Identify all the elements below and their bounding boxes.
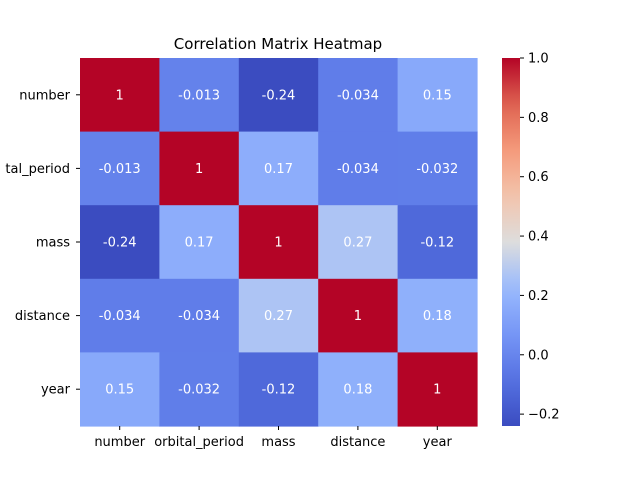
- heatmap-cell-distance-distance: [318, 278, 399, 353]
- x-tick-label: number: [94, 435, 145, 450]
- y-tick-label: mass: [36, 236, 70, 251]
- colorbar-tick-label: 0.6: [528, 170, 549, 185]
- x-tick-label: distance: [330, 435, 385, 450]
- cell-value-label: -0.032: [178, 383, 220, 398]
- colorbar-tick-label: 0.0: [528, 348, 549, 363]
- heatmap-cell-number-distance: [318, 58, 399, 133]
- colorbar-tick-label: 0.2: [528, 289, 549, 304]
- heatmap-cell-year-number: [80, 352, 160, 427]
- colorbar-tick-label: 0.8: [528, 111, 549, 126]
- heatmap-cell-number-mass: [238, 58, 319, 133]
- cell-value-label: 1: [195, 162, 203, 177]
- heatmap-cell-year-orbital_period: [159, 352, 240, 427]
- y-tick-label: year: [41, 383, 71, 398]
- cell-value-label: -0.034: [99, 309, 141, 324]
- y-tick-label: distance: [15, 309, 70, 324]
- heatmap-cell-distance-number: [80, 278, 160, 353]
- y-tick-label: number: [19, 88, 70, 103]
- colorbar-tick-label: −0.2: [528, 408, 560, 423]
- heatmap-cell-distance-mass: [238, 278, 319, 353]
- heatmap-cell-mass-number: [80, 205, 160, 280]
- cell-value-label: 0.27: [343, 236, 372, 251]
- heatmap-cell-mass-year: [397, 205, 478, 280]
- x-tick-label: year: [423, 435, 453, 450]
- cell-value-labels: 1 -0.013 -0.24 -0.034 0.15 -0.013 1 0.17 -0.034 -…: [99, 88, 459, 397]
- cell-value-label: 0.17: [264, 162, 293, 177]
- x-tick-label: mass: [261, 435, 295, 450]
- cell-value-label: -0.034: [337, 162, 379, 177]
- cell-value-label: -0.034: [178, 309, 220, 324]
- heatmap-cell-orbital_period-mass: [238, 131, 319, 206]
- cell-value-label: -0.12: [420, 236, 454, 251]
- cell-value-label: 0.18: [423, 309, 452, 324]
- colorbar: −0.2 0.0 0.2 0.4 0.6 0.8 1.0: [502, 52, 560, 426]
- cell-value-label: 0.27: [264, 309, 293, 324]
- heatmap-cell-orbital_period-number: [80, 131, 160, 206]
- heatmap-cell-orbital_period-distance: [318, 131, 399, 206]
- cell-value-label: -0.12: [262, 383, 296, 398]
- heatmap-cell-number-year: [397, 58, 478, 133]
- cell-value-label: -0.032: [416, 162, 458, 177]
- heatmap-cell-mass-mass: [238, 205, 319, 280]
- chart-title: Correlation Matrix Heatmap: [174, 35, 382, 53]
- cell-value-label: -0.013: [178, 88, 220, 103]
- heatmap-cell-mass-distance: [318, 205, 399, 280]
- heatmap-cell-number-number: [80, 58, 160, 133]
- heatmap-cell-year-distance: [318, 352, 399, 427]
- heatmap-cell-mass-orbital_period: [159, 205, 240, 280]
- cell-value-label: 0.15: [105, 383, 134, 398]
- cell-value-label: 1: [354, 309, 362, 324]
- heatmap-cell-year-mass: [238, 352, 319, 427]
- cell-value-label: 1: [116, 88, 124, 103]
- cell-value-label: 0.15: [423, 88, 452, 103]
- y-tick-label: tal_period: [5, 162, 70, 177]
- heatmap-cell-distance-year: [397, 278, 478, 353]
- cell-value-label: -0.013: [99, 162, 141, 177]
- cell-value-label: 1: [274, 236, 282, 251]
- cell-value-label: 0.17: [185, 236, 214, 251]
- heatmap-cell-year-year: [397, 352, 478, 427]
- heatmap-cell-orbital_period-orbital_period: [159, 131, 240, 206]
- heatmap-cell-number-orbital_period: [159, 58, 240, 133]
- cell-value-label: -0.24: [262, 88, 296, 103]
- colorbar-tick-label: 1.0: [528, 52, 549, 67]
- x-tick-label: orbital_period: [154, 435, 244, 450]
- heatmap-cell-orbital_period-year: [397, 131, 478, 206]
- heatmap-cells: [80, 58, 478, 427]
- cell-value-label: 0.18: [343, 383, 372, 398]
- heatmap-cell-distance-orbital_period: [159, 278, 240, 353]
- cell-value-label: -0.034: [337, 88, 379, 103]
- colorbar-tick-label: 0.4: [528, 230, 549, 245]
- colorbar-gradient: [502, 58, 520, 426]
- x-axis: number orbital_period mass distance year: [94, 426, 452, 450]
- cell-value-label: -0.24: [103, 236, 137, 251]
- cell-value-label: 1: [433, 383, 441, 398]
